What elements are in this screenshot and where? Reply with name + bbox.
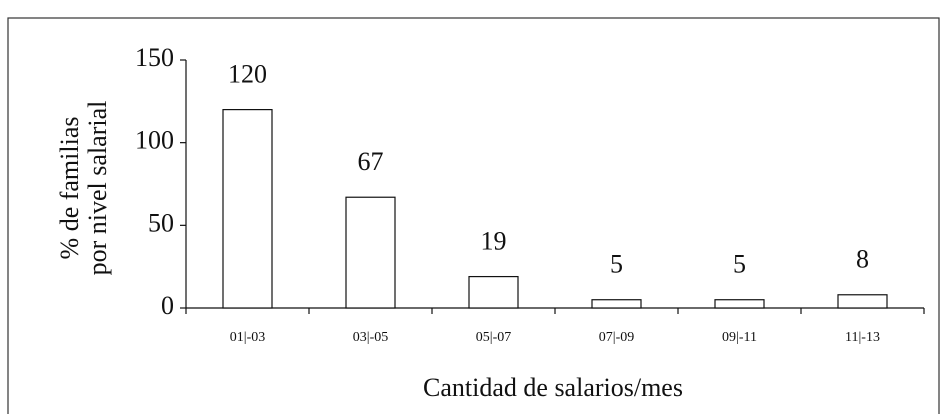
y-tick-label: 150: [135, 43, 174, 72]
x-tick-label: 01|-03: [230, 330, 265, 345]
bar: [468, 275, 519, 309]
y-axis-title-line: % de familias: [55, 117, 84, 260]
x-axis-title: Cantidad de salarios/mes: [423, 373, 683, 402]
data-label: 120: [228, 60, 267, 89]
x-tick-label: 09|-11: [722, 330, 757, 345]
bar: [591, 299, 642, 309]
data-label: 8: [856, 245, 869, 274]
frame: [7, 17, 940, 414]
bar: [222, 108, 273, 309]
y-tick-label: 100: [135, 126, 174, 155]
x-tick-label: 07|-09: [599, 330, 634, 345]
x-tick-label: 05|-07: [476, 330, 511, 345]
data-label: 19: [481, 227, 507, 256]
y-tick-label: 50: [148, 208, 174, 237]
data-label: 5: [610, 250, 623, 279]
bar: [837, 294, 888, 309]
bar: [345, 196, 396, 309]
y-axis-title-line: por nivel salarial: [83, 101, 112, 276]
data-label: 67: [358, 147, 384, 176]
x-tick-label: 03|-05: [353, 330, 388, 345]
bar: [714, 299, 765, 309]
x-tick-label: 11|-13: [845, 330, 880, 345]
y-tick-label: 0: [161, 291, 174, 320]
y-axis-title: % de familias por nivel salarial: [55, 101, 112, 276]
data-label: 5: [733, 250, 746, 279]
